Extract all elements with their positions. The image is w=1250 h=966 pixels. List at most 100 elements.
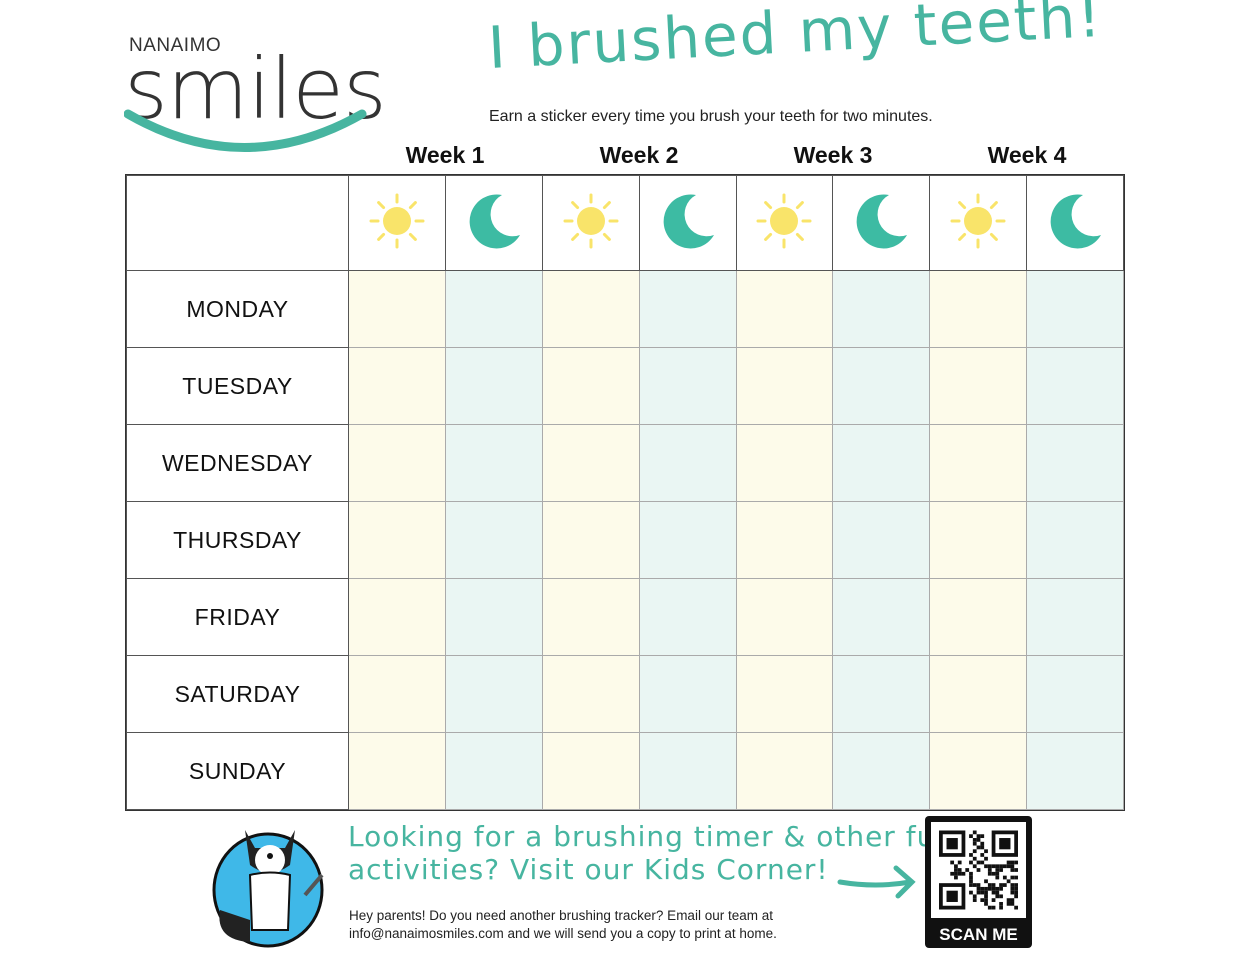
moon-icon (638, 175, 737, 271)
night-sticker-cell[interactable] (1026, 578, 1124, 656)
morning-sticker-cell[interactable] (929, 732, 1028, 810)
promo-line-1: Looking for a brushing timer & other fun (348, 820, 955, 853)
qr-code[interactable]: SCAN ME (925, 816, 1032, 948)
day-label: WEDNESDAY (126, 424, 349, 502)
day-label: SUNDAY (126, 732, 349, 810)
morning-sticker-cell[interactable] (348, 501, 446, 579)
night-sticker-cell[interactable] (832, 501, 931, 579)
night-sticker-cell[interactable] (832, 347, 931, 425)
sun-icon (541, 175, 640, 271)
promo-line-2: activities? Visit our Kids Corner! (348, 853, 829, 886)
morning-sticker-cell[interactable] (735, 347, 834, 425)
night-sticker-cell[interactable] (832, 578, 931, 656)
morning-sticker-cell[interactable] (348, 655, 446, 733)
morning-sticker-cell[interactable] (929, 347, 1028, 425)
morning-sticker-cell[interactable] (541, 270, 640, 348)
week-1-label: Week 1 (405, 142, 485, 168)
morning-sticker-cell[interactable] (348, 732, 446, 810)
morning-sticker-cell[interactable] (735, 270, 834, 348)
night-sticker-cell[interactable] (444, 655, 543, 733)
night-sticker-cell[interactable] (832, 732, 931, 810)
morning-sticker-cell[interactable] (541, 424, 640, 502)
week-2-label: Week 2 (599, 142, 679, 168)
qr-icon (939, 830, 1018, 910)
arrow-right-icon (837, 865, 916, 899)
scan-me-label: SCAN ME (939, 925, 1018, 944)
logo-nanaimo: NANAIMO (129, 35, 222, 56)
night-sticker-cell[interactable] (444, 501, 543, 579)
day-label: FRIDAY (126, 578, 349, 656)
night-sticker-cell[interactable] (832, 655, 931, 733)
moon-icon (1026, 175, 1124, 271)
table-row: THURSDAY (126, 501, 1124, 579)
night-sticker-cell[interactable] (638, 347, 737, 425)
morning-sticker-cell[interactable] (929, 578, 1028, 656)
page-title: I brushed my teeth! (486, 0, 1105, 82)
night-sticker-cell[interactable] (1026, 270, 1124, 348)
day-label: SATURDAY (126, 655, 349, 733)
week-3-label: Week 3 (793, 142, 873, 168)
qr-code-pattern (931, 822, 1026, 918)
night-sticker-cell[interactable] (1026, 424, 1124, 502)
morning-sticker-cell[interactable] (929, 501, 1028, 579)
night-sticker-cell[interactable] (444, 424, 543, 502)
header-row (126, 175, 1124, 271)
night-sticker-cell[interactable] (832, 270, 931, 348)
kids-corner-promo: Looking for a brushing timer & other fun… (348, 820, 954, 886)
parents-note: Hey parents! Do you need another brushin… (349, 907, 777, 943)
morning-sticker-cell[interactable] (541, 347, 640, 425)
night-sticker-cell[interactable] (832, 424, 931, 502)
night-sticker-cell[interactable] (638, 655, 737, 733)
dog-mascot-icon (212, 830, 324, 948)
night-sticker-cell[interactable] (444, 347, 543, 425)
morning-sticker-cell[interactable] (541, 732, 640, 810)
moon-icon (444, 175, 543, 271)
morning-sticker-cell[interactable] (348, 424, 446, 502)
night-sticker-cell[interactable] (444, 578, 543, 656)
night-sticker-cell[interactable] (1026, 501, 1124, 579)
table-row: TUESDAY (126, 347, 1124, 425)
night-sticker-cell[interactable] (1026, 655, 1124, 733)
moon-icon (832, 175, 931, 271)
night-sticker-cell[interactable] (1026, 347, 1124, 425)
subtitle: Earn a sticker every time you brush your… (489, 108, 933, 125)
morning-sticker-cell[interactable] (735, 655, 834, 733)
morning-sticker-cell[interactable] (735, 578, 834, 656)
table-row: SUNDAY (126, 732, 1124, 810)
morning-sticker-cell[interactable] (348, 347, 446, 425)
morning-sticker-cell[interactable] (735, 501, 834, 579)
day-label: TUESDAY (126, 347, 349, 425)
morning-sticker-cell[interactable] (735, 732, 834, 810)
morning-sticker-cell[interactable] (929, 655, 1028, 733)
logo-smile-icon (124, 109, 367, 152)
morning-sticker-cell[interactable] (541, 655, 640, 733)
sun-icon (929, 175, 1028, 271)
table-row: WEDNESDAY (126, 424, 1124, 502)
morning-sticker-cell[interactable] (929, 270, 1028, 348)
night-sticker-cell[interactable] (638, 270, 737, 348)
night-sticker-cell[interactable] (1026, 732, 1124, 810)
night-sticker-cell[interactable] (444, 732, 543, 810)
night-sticker-cell[interactable] (638, 424, 737, 502)
parents-line-2: info@nanaimosmiles.com and we will send … (349, 926, 777, 941)
sun-icon (348, 175, 446, 271)
table-row: SATURDAY (126, 655, 1124, 733)
corner-cell (126, 175, 349, 271)
night-sticker-cell[interactable] (638, 501, 737, 579)
morning-sticker-cell[interactable] (348, 578, 446, 656)
table-row: MONDAY (126, 270, 1124, 348)
night-sticker-cell[interactable] (638, 578, 737, 656)
day-label: MONDAY (126, 270, 349, 348)
morning-sticker-cell[interactable] (541, 578, 640, 656)
sun-icon (735, 175, 834, 271)
night-sticker-cell[interactable] (638, 732, 737, 810)
parents-line-1: Hey parents! Do you need another brushin… (349, 908, 773, 923)
morning-sticker-cell[interactable] (735, 424, 834, 502)
morning-sticker-cell[interactable] (348, 270, 446, 348)
morning-sticker-cell[interactable] (541, 501, 640, 579)
table-row: FRIDAY (126, 578, 1124, 656)
night-sticker-cell[interactable] (444, 270, 543, 348)
morning-sticker-cell[interactable] (929, 424, 1028, 502)
week-4-label: Week 4 (987, 142, 1067, 168)
day-label: THURSDAY (126, 501, 349, 579)
